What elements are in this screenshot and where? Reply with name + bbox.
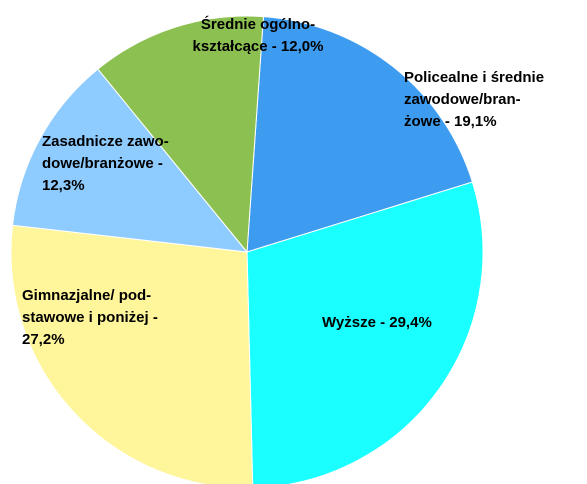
slice-label: 12,3% — [42, 177, 85, 194]
pie-slice — [246, 181, 484, 484]
slice-label: stawowe i poniżej - — [22, 309, 158, 326]
slice-label: 27,2% — [22, 331, 65, 348]
slice-label: Wyższe - 29,4% — [322, 314, 432, 331]
slice-label: dowe/branżowe - — [42, 155, 163, 172]
pie-slice — [97, 15, 264, 254]
slice-label: żowe - 19,1% — [404, 113, 497, 130]
slice-label: Średnie ogólno- — [201, 15, 315, 33]
slice-label: Policealne i średnie — [404, 69, 544, 86]
slice-label: zawodowe/bran- — [404, 91, 521, 108]
slice-label: Gimnazjalne/ pod- — [22, 287, 151, 304]
pie-slice — [11, 68, 249, 253]
pie-slice — [10, 224, 254, 484]
slice-label: Zasadnicze zawo- — [42, 133, 169, 150]
slice-label: kształcące - 12,0% — [193, 38, 324, 55]
pie-slice — [246, 16, 474, 253]
